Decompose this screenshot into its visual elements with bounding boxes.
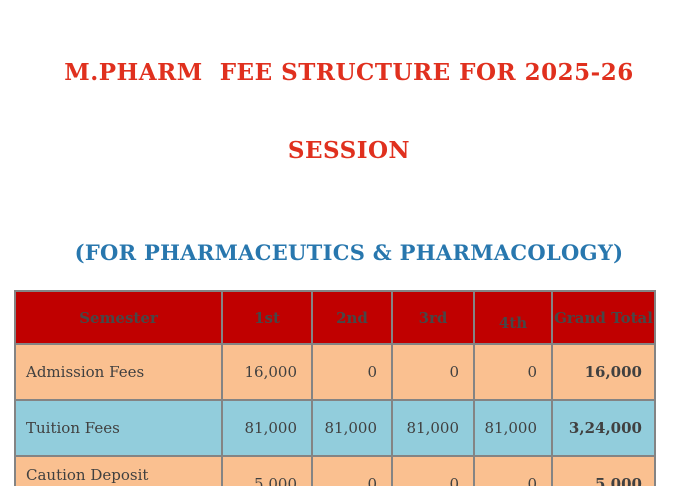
page-title-line1: M.PHARM FEE STRUCTURE FOR 2025-26: [64, 59, 634, 86]
fee-cell-sem4: 0: [473, 455, 553, 486]
table-row-tuition-fees: Tuition Fees 81,000 81,000 81,000 81,000…: [14, 399, 656, 457]
col-header-3rd-label: 3rd: [418, 308, 448, 327]
table-header-row: Semester 1st 2nd 3rd 4th Grand Total: [14, 290, 656, 345]
table-row-caution-deposit: Caution Deposit (Refundable) 5,000 0 0 0…: [14, 455, 656, 486]
col-header-4th: 4th: [473, 290, 553, 345]
row-label: Caution Deposit (Refundable): [14, 455, 223, 486]
fee-cell-sem3: 0: [391, 343, 475, 401]
grand-total-cell: 16,000: [551, 343, 656, 401]
fee-cell-sem4: 0: [473, 343, 553, 401]
col-header-1st: 1st: [221, 290, 313, 345]
fee-cell-sem1: 5,000: [221, 455, 313, 486]
fee-cell-sem2: 0: [311, 455, 393, 486]
col-header-semester: Semester: [14, 290, 223, 345]
page: M.PHARM FEE STRUCTURE FOR 2025-26 SESSIO…: [0, 8, 698, 486]
table-row-admission-fees: Admission Fees 16,000 0 0 0 16,000: [14, 343, 656, 401]
fee-cell-sem2: 81,000: [311, 399, 393, 457]
page-subtitle: (FOR PHARMACEUTICS & PHARMACOLOGY): [74, 240, 624, 265]
grand-total-cell: 5,000: [551, 455, 656, 486]
row-label-text: Tuition Fees: [26, 419, 120, 437]
col-header-semester-label: Semester: [79, 308, 158, 327]
grand-total-cell: 3,24,000: [551, 399, 656, 457]
fee-cell-sem2: 0: [311, 343, 393, 401]
page-title: M.PHARM FEE STRUCTURE FOR 2025-26 SESSIO…: [0, 8, 698, 216]
col-header-1st-label: 1st: [254, 308, 280, 327]
col-header-4th-label: 4th: [498, 313, 528, 332]
col-header-2nd: 2nd: [311, 290, 393, 345]
row-label-text: Admission Fees: [26, 363, 145, 381]
page-title-line2: SESSION: [287, 137, 411, 164]
fee-structure-table: Semester 1st 2nd 3rd 4th Grand Total Adm…: [14, 290, 656, 486]
col-header-3rd: 3rd: [391, 290, 475, 345]
row-label-text: Caution Deposit: [26, 466, 149, 484]
row-label: Admission Fees: [14, 343, 223, 401]
fee-cell-sem1: 16,000: [221, 343, 313, 401]
row-label: Tuition Fees: [14, 399, 223, 457]
fee-cell-sem1: 81,000: [221, 399, 313, 457]
col-header-grand-total-label: Grand Total: [554, 308, 653, 327]
fee-cell-sem3: 0: [391, 455, 475, 486]
col-header-2nd-label: 2nd: [336, 308, 368, 327]
fee-cell-sem4: 81,000: [473, 399, 553, 457]
col-header-grand-total: Grand Total: [551, 290, 656, 345]
fee-cell-sem3: 81,000: [391, 399, 475, 457]
